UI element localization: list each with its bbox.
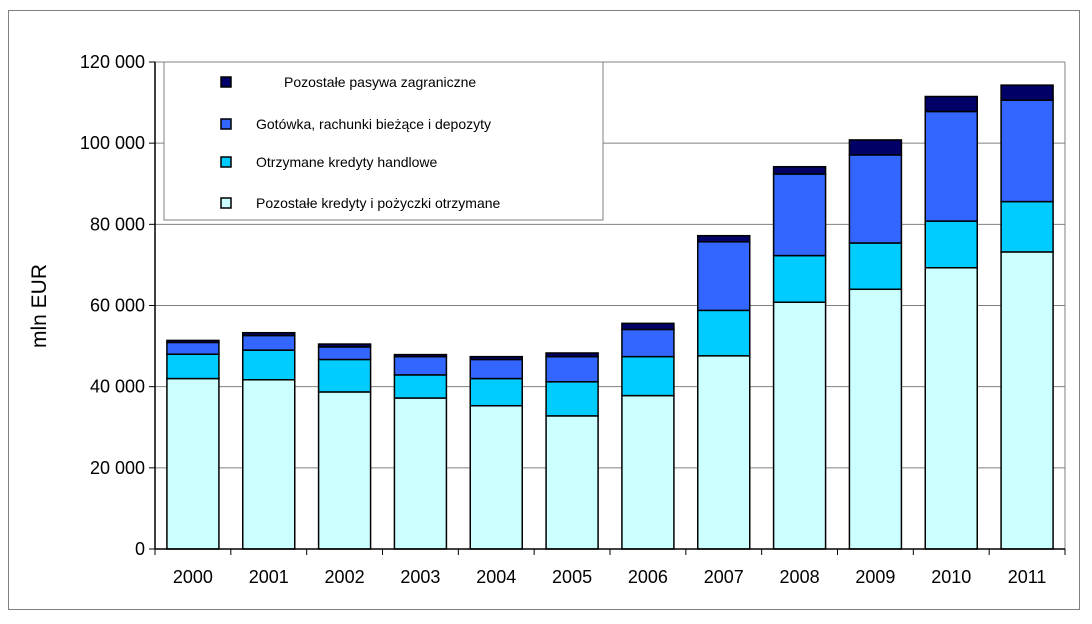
bar-segment xyxy=(317,343,372,348)
bar-segment xyxy=(924,110,978,222)
legend-swatch xyxy=(220,118,232,130)
bar-segment xyxy=(166,339,220,344)
x-tick-label: 2001 xyxy=(249,567,289,587)
bar-segment xyxy=(393,397,448,550)
x-tick-label: 2006 xyxy=(628,567,668,587)
bar-segment xyxy=(848,139,903,156)
bar-segment xyxy=(242,379,296,550)
legend-label: Gotówka, rachunki bieżące i depozyty xyxy=(256,116,491,132)
bar-segment xyxy=(393,355,448,376)
legend-swatch xyxy=(220,76,232,88)
bar-segment xyxy=(697,309,751,357)
bar-segment xyxy=(924,95,978,113)
y-tick-label: 40 000 xyxy=(90,377,145,397)
bar-segment xyxy=(697,241,751,312)
x-tick-label: 2007 xyxy=(704,567,744,587)
legend-label: Pozostałe kredyty i pożyczki otrzymane xyxy=(256,195,501,211)
bar-segment xyxy=(166,377,220,550)
y-tick-label: 120 000 xyxy=(80,52,145,72)
bar-segment xyxy=(848,154,903,244)
bar-segment xyxy=(317,346,372,361)
bar-segment xyxy=(772,173,827,257)
bar-segment xyxy=(545,355,599,383)
bar-segment xyxy=(545,381,599,417)
legend-swatch xyxy=(220,197,232,209)
bar-segment xyxy=(242,334,296,351)
x-tick-label: 2002 xyxy=(325,567,365,587)
bar-segment xyxy=(848,242,903,291)
x-tick-label: 2009 xyxy=(855,567,895,587)
y-tick-label: 60 000 xyxy=(90,296,145,316)
x-tick-label: 2000 xyxy=(173,567,213,587)
bar-segment xyxy=(545,415,599,550)
y-axis-label: mln EUR xyxy=(28,264,51,348)
y-tick-label: 0 xyxy=(135,539,145,559)
bar-segment xyxy=(545,352,599,358)
y-tick-label: 100 000 xyxy=(80,133,145,153)
bar-segment xyxy=(242,331,296,337)
legend-label: Pozostałe pasywa zagraniczne xyxy=(284,74,476,90)
bar-segment xyxy=(1000,99,1054,203)
bar-segment xyxy=(848,288,903,550)
x-tick-label: 2008 xyxy=(780,567,820,587)
bar-segment xyxy=(772,301,827,550)
y-tick-label: 20 000 xyxy=(90,458,145,478)
bar-segment xyxy=(393,353,448,358)
x-tick-label: 2010 xyxy=(931,567,971,587)
bar-segment xyxy=(1000,84,1054,101)
legend-label: Otrzymane kredyty handlowe xyxy=(256,154,438,170)
x-tick-label: 2003 xyxy=(400,567,440,587)
legend-swatch xyxy=(220,156,232,168)
bar-segment xyxy=(166,353,220,380)
bar-segment xyxy=(621,328,675,358)
y-tick-label: 80 000 xyxy=(90,214,145,234)
legend-box xyxy=(163,61,604,221)
bar-segment xyxy=(697,234,751,243)
tick-labels: 0 20 000 40 000 60 000 80 000 100 000 120 000 2… xyxy=(80,52,1047,587)
bars xyxy=(166,84,1054,550)
bar-segment xyxy=(697,355,751,550)
bar-segment xyxy=(469,404,523,550)
bar-segment xyxy=(393,374,448,399)
x-tick-label: 2005 xyxy=(552,567,592,587)
bar-segment xyxy=(166,341,220,355)
x-tick-label: 2004 xyxy=(476,567,516,587)
bar-segment xyxy=(242,349,296,381)
bar-segment xyxy=(621,394,675,550)
bar-segment xyxy=(772,254,827,304)
bar-segment xyxy=(469,377,523,407)
bar-segment xyxy=(924,267,978,550)
bar-segment xyxy=(1000,251,1054,550)
axes xyxy=(149,61,1066,555)
bar-segment xyxy=(317,358,372,393)
bar-segment xyxy=(772,165,827,175)
bar-segment xyxy=(469,355,523,361)
legend: Pozostałe pasywa zagraniczne Gotówka, rac… xyxy=(163,61,604,221)
bar-segment xyxy=(469,358,523,380)
bar-segment xyxy=(621,322,675,331)
bar-segment xyxy=(621,355,675,397)
bar-segment xyxy=(317,391,372,550)
bar-segment xyxy=(924,220,978,269)
bar-segment xyxy=(1000,200,1054,253)
x-tick-label: 2011 xyxy=(1008,567,1047,587)
